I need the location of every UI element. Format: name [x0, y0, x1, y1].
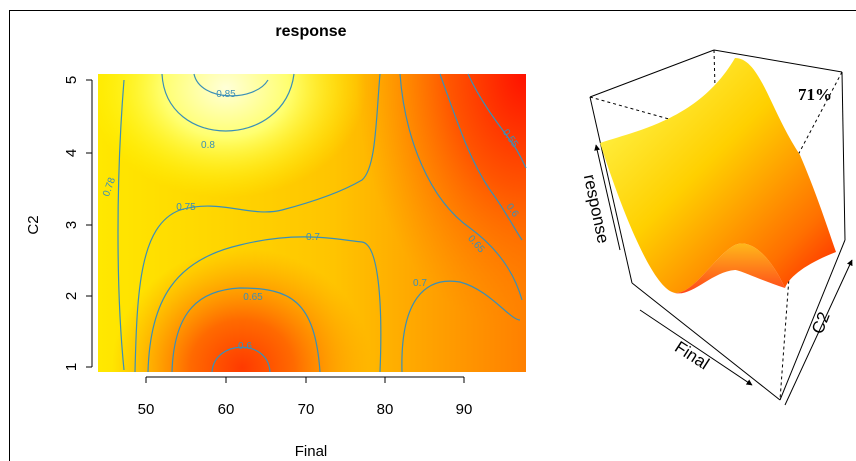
x-tick-label: 50 — [138, 401, 155, 418]
y-axis-label: C2 — [25, 215, 42, 234]
contour-label: 0.8 — [201, 140, 215, 151]
heatmap-region-right — [98, 74, 526, 372]
x-tick-labels: 50 60 70 80 90 — [138, 401, 473, 418]
x-axis-label: Final — [295, 443, 328, 460]
contour-label: 0.7 — [413, 278, 427, 289]
contour-line — [117, 79, 125, 371]
y-tick-label: 2 — [63, 292, 80, 300]
contour-line — [467, 73, 527, 169]
contour-label: 0.75 — [176, 202, 196, 213]
contour-label: 0.6 — [238, 341, 252, 352]
surface-shape-back — [600, 58, 836, 293]
contour-label: 0.65 — [243, 292, 263, 303]
contour-line — [161, 73, 295, 132]
contour-line — [171, 287, 321, 373]
surface-plot: 71% response Final C2 — [580, 49, 853, 406]
y-tick-label: 1 — [63, 363, 80, 371]
contour-line — [211, 346, 271, 373]
response-axis-arrow — [594, 144, 621, 251]
y-tick-labels: 1 2 3 4 5 — [63, 76, 80, 371]
x-tick-label: 90 — [456, 401, 473, 418]
chart-title: response — [275, 23, 346, 40]
y-tick-label: 4 — [63, 149, 80, 157]
contour-lines — [117, 73, 527, 373]
surface-annotation: 71% — [798, 85, 832, 104]
contour-line — [399, 73, 523, 301]
contour-line — [439, 73, 523, 241]
surface-shape-front — [672, 243, 785, 294]
contour-label: 0.85 — [216, 89, 236, 100]
x-tick-label: 60 — [218, 401, 235, 418]
contour-line — [134, 73, 381, 373]
x-tick-label: 70 — [298, 401, 315, 418]
surface-box — [589, 49, 846, 401]
contour-line — [193, 73, 269, 97]
contour-line — [147, 236, 382, 373]
y-tick-label: 3 — [63, 221, 80, 229]
heatmap-plot-area: 0.85 0.8 0.78 0.75 0.7 0.65 0.6 0.7 0.65… — [98, 73, 527, 373]
contour-label: 0.7 — [306, 232, 320, 243]
y-tick-label: 5 — [63, 76, 80, 84]
x-tick-label: 80 — [377, 401, 394, 418]
x-axis — [145, 376, 465, 383]
c2-axis-arrow — [784, 259, 853, 406]
final-axis-arrow — [639, 309, 753, 386]
y-axis — [86, 79, 93, 368]
contour-line — [401, 280, 521, 373]
